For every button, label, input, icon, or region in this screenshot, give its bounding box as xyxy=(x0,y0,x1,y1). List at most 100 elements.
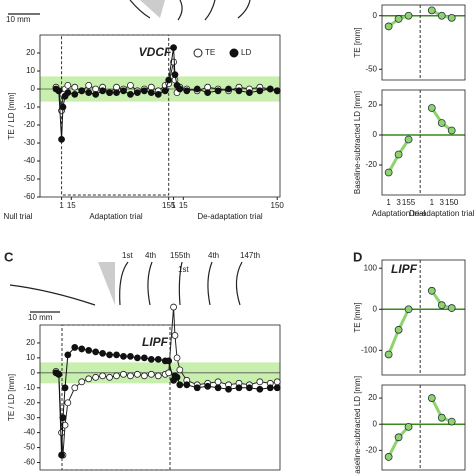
legend-label: LD xyxy=(241,48,251,57)
marker xyxy=(127,352,134,360)
marker xyxy=(154,91,162,98)
marker xyxy=(120,87,127,95)
y-tick-label: 0 xyxy=(31,368,36,377)
y-tick-label: -10 xyxy=(23,383,35,392)
marker xyxy=(384,350,393,359)
marker xyxy=(99,87,107,95)
x-label: De-adaptation trial xyxy=(409,209,474,218)
shading xyxy=(98,0,165,305)
x-tick-label: 1 xyxy=(430,198,435,207)
marker xyxy=(59,414,67,422)
x-label: Null trial xyxy=(4,212,33,221)
marker xyxy=(183,87,191,95)
y-tick-label: 20 xyxy=(26,48,35,57)
marker xyxy=(58,135,65,143)
legend-marker xyxy=(193,48,203,58)
x-tick-label: 1 xyxy=(171,201,176,210)
marker xyxy=(58,429,65,437)
y-tick-label: 20 xyxy=(368,100,377,109)
marker xyxy=(447,417,456,426)
y-tick-label: 20 xyxy=(368,393,377,402)
marker xyxy=(99,372,107,380)
x-tick-label: 1 xyxy=(386,198,391,207)
marker xyxy=(394,433,403,442)
marker xyxy=(225,385,232,393)
trajectory-sketches xyxy=(8,0,251,313)
marker xyxy=(214,384,222,392)
marker xyxy=(85,347,93,354)
y-tick-label: 0 xyxy=(373,130,378,139)
marker xyxy=(427,286,436,295)
y-label: TE [mm] xyxy=(353,27,362,57)
marker xyxy=(273,378,281,386)
marker xyxy=(404,305,413,314)
marker xyxy=(92,348,100,356)
marker xyxy=(173,354,181,362)
marker xyxy=(59,103,67,111)
x-tick-label: 150 xyxy=(271,201,285,210)
marker xyxy=(427,394,436,402)
marker xyxy=(127,82,134,89)
x-tick-label: 3 xyxy=(396,198,401,207)
marker xyxy=(171,332,179,339)
y-label: TE / LD [mm] xyxy=(7,92,16,139)
y-label: Baseline-subtracted LD [mm] xyxy=(353,91,362,194)
legend-label: TE xyxy=(205,48,215,57)
marker xyxy=(176,366,184,374)
marker xyxy=(165,76,173,84)
marker xyxy=(394,325,403,334)
y-tick-label: -100 xyxy=(361,345,378,354)
traj-label: 155th xyxy=(170,251,190,260)
marker xyxy=(256,385,264,393)
marker xyxy=(437,301,446,310)
marker xyxy=(61,384,69,392)
marker xyxy=(92,91,100,98)
y-tick-label: -30 xyxy=(23,413,35,422)
frame xyxy=(39,34,281,198)
y-tick-label: -40 xyxy=(23,156,35,165)
marker xyxy=(85,82,93,89)
y-tick-label: -60 xyxy=(23,458,35,467)
marker xyxy=(384,22,393,31)
marker xyxy=(447,126,456,135)
marker xyxy=(235,384,243,392)
marker xyxy=(113,89,120,96)
marker xyxy=(273,384,281,392)
marker xyxy=(55,87,63,95)
marker xyxy=(437,11,446,20)
marker xyxy=(273,87,281,95)
marker xyxy=(106,351,113,359)
marker xyxy=(78,345,86,353)
marker xyxy=(120,352,127,360)
adaptation-box xyxy=(61,34,170,196)
marker xyxy=(394,150,403,159)
traj-label: 147th xyxy=(240,251,260,260)
marker xyxy=(214,378,222,386)
marker xyxy=(147,355,155,363)
marker xyxy=(427,104,436,112)
marker xyxy=(58,451,65,459)
marker xyxy=(193,384,201,392)
marker xyxy=(447,13,456,22)
marker xyxy=(225,85,232,93)
marker xyxy=(140,372,148,380)
marker xyxy=(55,370,63,378)
marker xyxy=(404,422,413,431)
marker xyxy=(71,344,79,351)
marker xyxy=(140,354,148,362)
marker xyxy=(71,384,79,392)
y-tick-label: 0 xyxy=(31,84,36,93)
y-tick-label: 10 xyxy=(26,66,35,75)
marker xyxy=(78,87,86,95)
marker xyxy=(256,378,264,386)
y-tick-label: 0 xyxy=(373,304,378,313)
marker xyxy=(64,82,72,89)
marker xyxy=(154,355,162,363)
marker xyxy=(64,399,72,407)
series-line xyxy=(387,425,410,458)
marker xyxy=(113,372,120,380)
scale-label: 10 mm xyxy=(6,15,31,24)
marker xyxy=(85,89,93,96)
marker xyxy=(245,384,253,392)
